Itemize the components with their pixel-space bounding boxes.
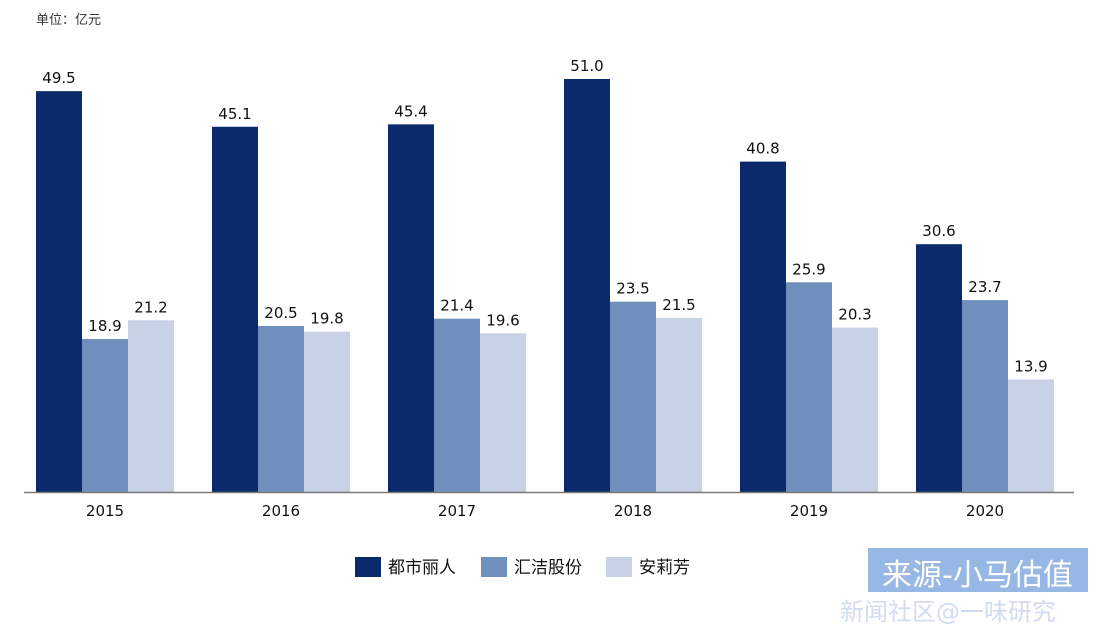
data-label-2018-2: 23.5 [616,280,649,298]
bar-2019-1 [740,161,786,492]
data-label-2017-1: 45.4 [394,102,427,120]
bar-2015-2 [82,338,128,492]
bar-2016-1 [212,126,258,492]
legend-label-3: 安莉芳 [639,558,690,578]
x-tick-label-2017: 2017 [438,502,476,520]
bar-2017-2 [434,318,480,492]
legend-swatch-2 [481,557,507,577]
data-label-2016-3: 19.8 [310,310,343,328]
bar-2016-2 [258,325,304,492]
x-tick-label-2016: 2016 [262,502,300,520]
bar-2017-1 [388,124,434,492]
data-label-2019-1: 40.8 [746,140,779,158]
x-tick-label-2019: 2019 [790,502,828,520]
bar-2020-1 [916,244,962,492]
watermark-source: 来源-小马估值 [882,558,1073,593]
watermark-background [868,548,1088,592]
data-label-2017-3: 19.6 [486,311,519,329]
data-label-2016-1: 45.1 [218,105,251,123]
data-label-2016-2: 20.5 [264,304,297,322]
bar-2020-3 [1008,379,1054,492]
data-label-2015-2: 18.9 [88,317,121,335]
x-tick-label-2015: 2015 [86,502,124,520]
data-label-2015-1: 49.5 [42,69,75,87]
data-label-2020-2: 23.7 [968,278,1001,296]
legend-label-2: 汇洁股份 [514,558,582,578]
bar-2019-3 [832,327,878,492]
x-tick-label-2018: 2018 [614,502,652,520]
bar-2017-3 [480,333,526,492]
data-label-2018-1: 51.0 [570,57,603,75]
x-tick-label-2020: 2020 [966,502,1004,520]
bar-2019-2 [786,282,832,492]
watermark-community: 新闻社区@一味研究 [840,598,1056,626]
unit-label: 单位：亿元 [36,13,102,28]
data-label-2015-3: 21.2 [134,298,167,316]
legend-swatch-1 [355,557,381,577]
data-label-2019-3: 20.3 [838,306,871,324]
data-label-2020-3: 13.9 [1014,357,1047,375]
data-label-2017-2: 21.4 [440,297,473,315]
bar-2020-2 [962,300,1008,492]
bar-2015-1 [36,91,82,492]
bar-2018-3 [656,317,702,492]
bar-2018-1 [564,79,610,492]
legend-label-1: 都市丽人 [388,558,456,578]
bar-2016-3 [304,331,350,492]
legend-swatch-3 [606,557,632,577]
data-label-2019-2: 25.9 [792,260,825,278]
data-label-2020-1: 30.6 [922,222,955,240]
bar-2018-2 [610,301,656,492]
data-label-2018-3: 21.5 [662,296,695,314]
bar-2015-3 [128,320,174,492]
